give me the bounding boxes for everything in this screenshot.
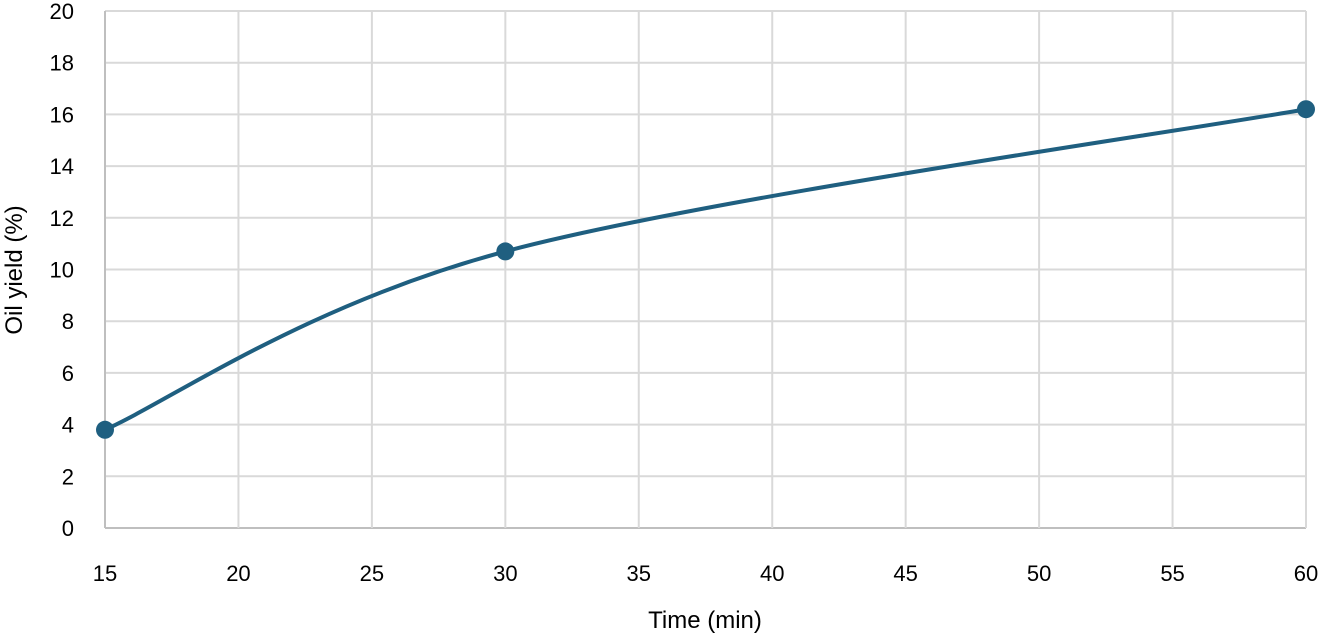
x-tick-label: 55 [1160, 561, 1184, 586]
x-tick-label: 40 [760, 561, 784, 586]
y-tick-label: 0 [62, 516, 74, 541]
x-tick-label: 25 [360, 561, 384, 586]
y-tick-label: 16 [50, 102, 74, 127]
data-point-marker [1297, 100, 1315, 119]
y-tick-label: 8 [62, 309, 74, 334]
x-tick-label: 50 [1027, 561, 1051, 586]
y-tick-label: 6 [62, 361, 74, 386]
y-tick-label: 12 [50, 206, 74, 231]
y-tick-label: 14 [50, 154, 74, 179]
data-point-marker [96, 420, 114, 439]
data-line [103, 107, 1308, 432]
x-tick-label: 45 [893, 561, 917, 586]
x-tick-label: 15 [93, 561, 117, 586]
x-tick-label: 20 [226, 561, 250, 586]
y-tick-label: 2 [62, 464, 74, 489]
y-tick-label: 18 [50, 51, 74, 76]
data-markers [96, 100, 1315, 439]
data-point-marker [496, 242, 515, 261]
x-tick-label: 30 [493, 561, 517, 586]
y-tick-label: 10 [50, 258, 74, 283]
y-axis-tick-labels: 0 2 4 6 8 10 12 14 16 18 20 [50, 0, 74, 541]
y-axis-title: Oil yield (%) [1, 205, 28, 334]
x-tick-label: 60 [1294, 561, 1318, 586]
x-axis-tick-labels: 15 20 25 30 35 40 45 50 55 60 [93, 561, 1318, 586]
x-axis-title: Time (min) [648, 607, 762, 634]
x-tick-label: 35 [627, 561, 651, 586]
y-tick-label: 20 [50, 0, 74, 24]
gridlines [104, 10, 1307, 529]
y-tick-label: 4 [62, 413, 74, 438]
